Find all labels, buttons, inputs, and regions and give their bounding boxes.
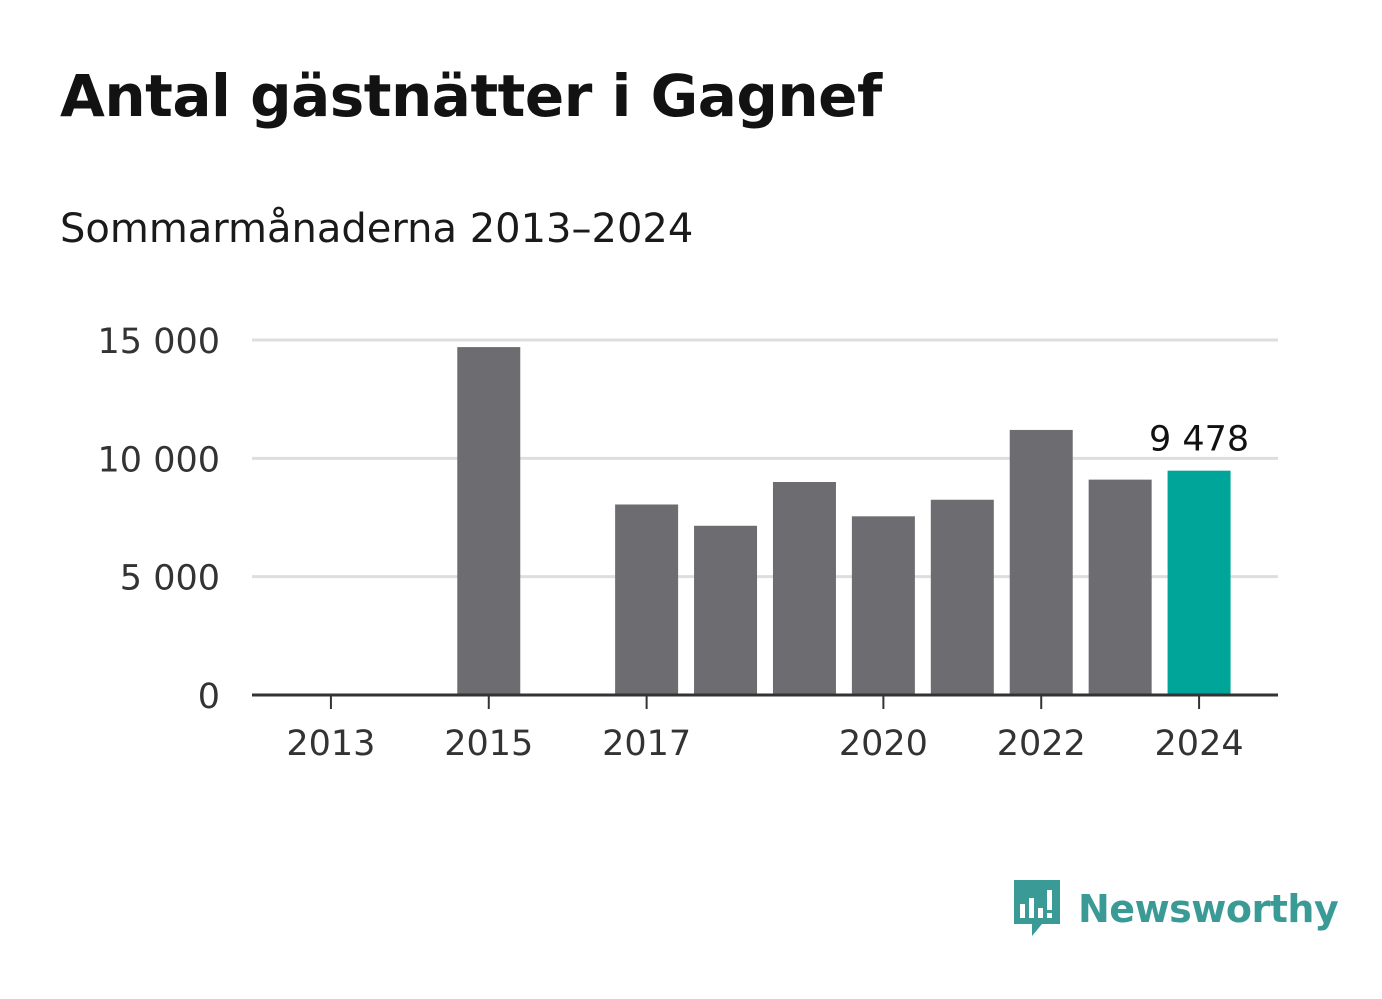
y-tick-label: 5 000 [120, 559, 220, 599]
y-tick-label: 15 000 [98, 322, 220, 362]
x-tick-label: 2015 [444, 724, 533, 764]
label-layer: 0 5 000 10 000 15 000 9 478 2013 2015 2017 2020 2… [98, 322, 1250, 764]
y-tick-label: 0 [198, 677, 220, 717]
x-tick-label: 2017 [602, 724, 691, 764]
x-tick-label: 2020 [839, 724, 928, 764]
bar [851, 516, 915, 695]
newsworthy-logo: Newsworthy [1010, 878, 1339, 940]
bar [930, 499, 994, 695]
brand-name: Newsworthy [1078, 887, 1339, 931]
bar [457, 347, 521, 695]
y-tick-label: 10 000 [98, 440, 220, 480]
axis-layer [252, 693, 1278, 709]
data-label: 9 478 [1149, 420, 1249, 460]
x-tick-label: 2022 [997, 724, 1086, 764]
chart-title: Antal gästnätter i Gagnef [60, 62, 882, 130]
x-tick-label: 2024 [1155, 724, 1244, 764]
chart-subtitle: Sommarmånaderna 2013–2024 [60, 206, 694, 252]
bar-layer [457, 347, 1231, 695]
newsworthy-logo-icon [1014, 880, 1060, 936]
bar-highlight [1167, 470, 1231, 695]
x-tick-label: 2013 [286, 724, 375, 764]
bar [772, 482, 836, 695]
bar [694, 525, 758, 695]
bar [615, 504, 679, 695]
bar [1088, 479, 1152, 695]
bar [1009, 429, 1073, 695]
